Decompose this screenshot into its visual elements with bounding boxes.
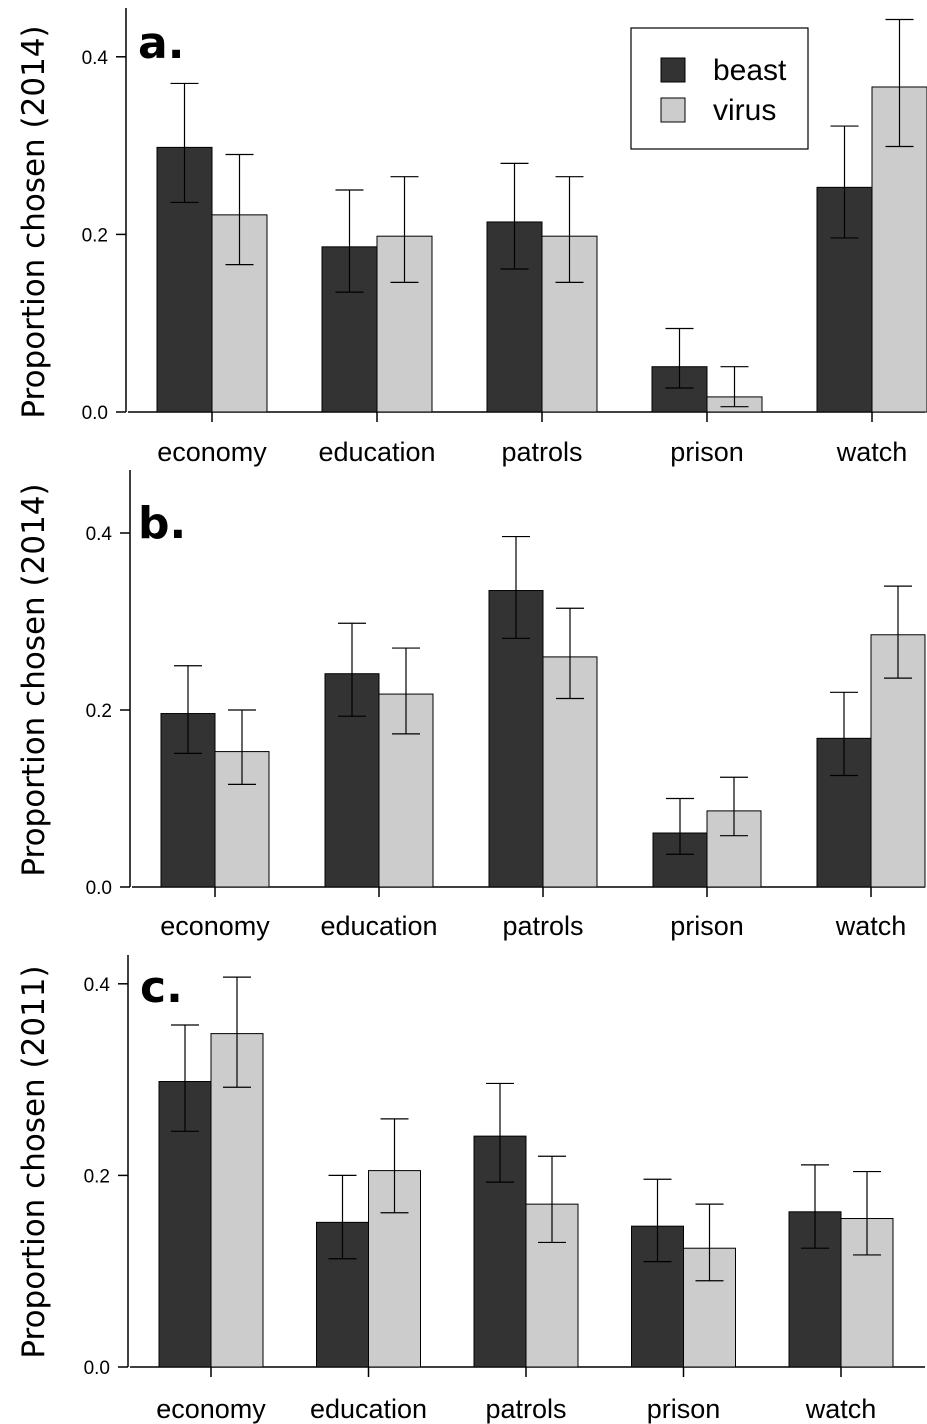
panel-label: b. bbox=[138, 498, 186, 549]
legend-box bbox=[630, 27, 809, 150]
y-tick-label: 0.0 bbox=[84, 1358, 110, 1379]
y-axis-label: Proportion chosen (2014) bbox=[16, 25, 52, 418]
y-tick-label: 0.0 bbox=[86, 878, 112, 899]
bar-beast-prison bbox=[651, 366, 708, 413]
x-tick-label-education: education bbox=[320, 911, 437, 941]
bar-virus-economy bbox=[210, 1033, 264, 1368]
legend: beast virus bbox=[630, 27, 809, 150]
x-tick-label-education: education bbox=[318, 437, 435, 467]
y-axis-label: Proportion chosen (2014) bbox=[16, 483, 52, 876]
x-tick-label-watch: watch bbox=[835, 911, 907, 941]
chart-panel-1: 0.0 0.2 0.4 Proportion chosen (2014) economy… bbox=[16, 8, 927, 467]
y-tick-label: 0.0 bbox=[82, 403, 108, 424]
chart-panel-2: 0.0 0.2 0.4 Proportion chosen (2014) economy… bbox=[16, 470, 926, 941]
bar-virus-prison bbox=[683, 1247, 736, 1368]
x-tick-label-prison: prison bbox=[647, 1394, 721, 1424]
y-tick-label: 0.4 bbox=[84, 975, 111, 996]
x-tick-label-economy: economy bbox=[160, 911, 270, 941]
x-tick-label-patrols: patrols bbox=[501, 437, 582, 467]
x-tick-label-watch: watch bbox=[836, 437, 908, 467]
x-tick-label-patrols: patrols bbox=[502, 911, 583, 941]
legend-swatch-virus bbox=[660, 97, 686, 123]
legend-label-virus: virus bbox=[713, 94, 776, 127]
y-tick-label: 0.2 bbox=[86, 701, 112, 722]
x-tick-label-prison: prison bbox=[670, 911, 744, 941]
x-tick-label-watch: watch bbox=[805, 1394, 877, 1424]
chart-panel-3: 0.0 0.2 0.4 Proportion chosen (2011) economy… bbox=[16, 955, 925, 1424]
x-tick-label-economy: economy bbox=[156, 1394, 266, 1424]
panel-label: c. bbox=[140, 962, 183, 1013]
x-tick-label-economy: economy bbox=[157, 437, 267, 467]
y-axis-label: Proportion chosen (2011) bbox=[16, 965, 52, 1358]
bar-beast-patrols bbox=[488, 590, 544, 888]
y-tick-label: 0.4 bbox=[86, 524, 113, 545]
panel-label: a. bbox=[138, 18, 184, 69]
y-tick-label: 0.4 bbox=[82, 48, 109, 69]
x-tick-label-prison: prison bbox=[670, 437, 744, 467]
y-tick-label: 0.2 bbox=[84, 1166, 110, 1187]
x-tick-label-patrols: patrols bbox=[485, 1394, 566, 1424]
x-tick-label-education: education bbox=[310, 1394, 427, 1424]
y-tick-label: 0.2 bbox=[82, 225, 108, 246]
legend-swatch-beast bbox=[660, 57, 686, 83]
legend-label-beast: beast bbox=[713, 54, 787, 87]
